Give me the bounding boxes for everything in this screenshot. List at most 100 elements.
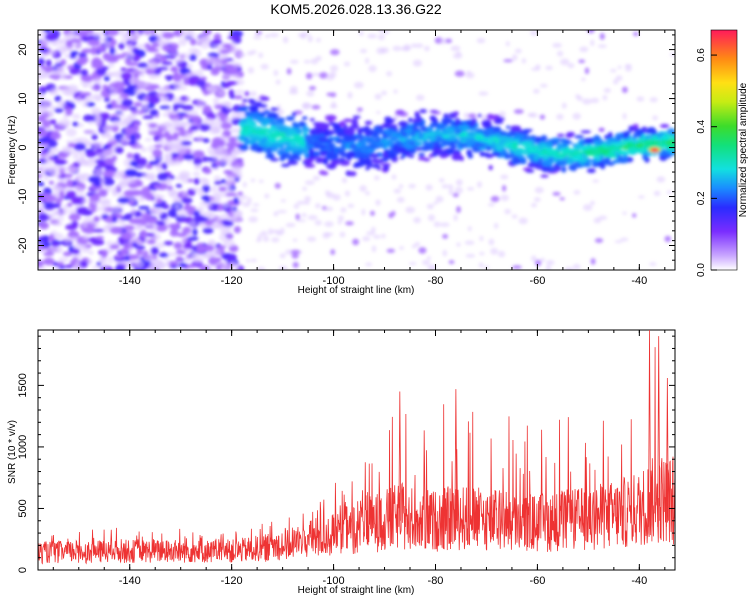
spectrogram-blob-1968	[338, 120, 346, 127]
spectrogram-blob-1551	[521, 58, 527, 64]
spectrogram-blob-676	[235, 79, 245, 86]
snr-x-ticks: -140 -120 -100 -80 -60 -40	[52, 330, 666, 587]
spectrogram-blob-3096	[580, 130, 592, 134]
spectrogram-blob-2660	[434, 130, 444, 136]
spectrogram-blob-3184	[320, 123, 328, 128]
spectrogram-blob-3037	[661, 149, 667, 156]
spectrogram-blob-2127	[308, 148, 315, 154]
spectrogram-blob-2857	[303, 158, 314, 164]
spectrogram-blob-1663	[620, 237, 629, 242]
spectrogram-blob-2950	[352, 163, 360, 168]
spectrogram-blob-1766	[530, 67, 541, 71]
spectrogram-blob-911	[206, 229, 214, 233]
spectrogram-blob-1608	[533, 88, 540, 94]
spectrogram-blob-238	[202, 105, 212, 114]
spectrogram-blob-1671	[584, 67, 590, 75]
spectrogram-blob-2706	[318, 170, 327, 176]
spectrogram-blob-2175	[521, 129, 530, 135]
spectrogram-blob-2785	[659, 123, 670, 129]
spectrogram-blob-2744	[593, 134, 600, 141]
spectrogram-blob-1420	[153, 184, 161, 189]
spectrogram-blob-1314	[141, 30, 149, 35]
spectrogram-blob-1796	[307, 215, 318, 221]
spectrogram-blob-1502	[476, 181, 483, 188]
spectrogram-blob-640	[172, 198, 184, 204]
spectrogram-blob-3033	[411, 118, 423, 122]
spectrogram-blob-1528	[393, 113, 400, 121]
spectrogram-blob-2953	[358, 141, 367, 149]
spectrogram-blob-1439	[131, 242, 139, 248]
spectrogram-blob-2929	[527, 146, 535, 153]
spectrogram-blob-1720	[273, 69, 279, 76]
spectrogram-blob-1167	[155, 194, 165, 200]
spectrogram-blob-3130	[454, 128, 463, 135]
spectrogram-blob-3185	[583, 137, 593, 144]
spectrogram-blob-756	[107, 256, 114, 265]
spectrogram-blob-2462	[418, 152, 426, 157]
spectrogram-blob-3142	[265, 154, 275, 159]
spectrogram-blob-1572	[511, 265, 522, 270]
spectrogram-blob-1517	[479, 251, 485, 256]
spectrogram-blob-1724	[552, 191, 561, 196]
spectrogram-blob-813	[42, 202, 56, 210]
spectrogram-blob-1776	[347, 91, 353, 99]
spectrogram-blob-1465	[38, 115, 46, 122]
spectrogram-blob-3081	[380, 139, 390, 143]
spectrogram-blob-1094	[148, 160, 159, 166]
spectrogram-blob-840	[201, 156, 209, 163]
spectrogram-blob-1407	[76, 206, 89, 213]
spectrogram-blob-1797	[289, 85, 298, 92]
spectrogram-blob-2986	[238, 121, 247, 126]
spectrogram-x-tick-label-0: -140	[119, 275, 141, 287]
spectrogram-blob-1547	[258, 52, 264, 59]
spectrogram-blob-1418	[144, 192, 154, 201]
spectrogram-blob-3101	[642, 154, 648, 161]
spectrogram-blob-1023	[196, 244, 206, 254]
spectrogram-blob-3116	[398, 120, 408, 127]
spectrogram-blob-746	[124, 87, 137, 96]
spectrogram-blob-1368	[94, 115, 102, 124]
spectrogram-blob-3203	[303, 146, 309, 154]
spectrogram-blob-2991	[269, 117, 276, 123]
spectrogram-blob-1779	[573, 190, 581, 195]
spectrogram-blob-2772	[316, 156, 323, 164]
spectrogram-blob-856	[59, 166, 72, 172]
spectrogram-blob-3044	[404, 144, 415, 149]
spectrogram-blob-2767	[363, 159, 370, 166]
spectrogram-blob-3105	[339, 153, 347, 158]
spectrogram-blob-807	[148, 46, 156, 52]
spectrogram-blob-1189	[81, 100, 89, 108]
spectrogram-blob-90	[57, 256, 69, 263]
spectrogram-blob-1466	[229, 261, 238, 268]
spectrogram-blob-634	[166, 76, 172, 82]
spectrogram-blob-1128	[82, 234, 91, 240]
spectrogram-blob-513	[198, 123, 212, 132]
spectrogram-blob-1632	[307, 35, 313, 43]
spectrogram-blob-821	[156, 166, 164, 173]
spectrogram-blob-1286	[127, 200, 136, 205]
spectrogram-blob-1620	[610, 68, 617, 73]
spectrogram-blob-147	[221, 213, 231, 218]
spectrogram-blob-884	[70, 50, 79, 56]
spectrogram-blob-2808	[421, 119, 426, 126]
spectrogram-blob-1379	[108, 92, 118, 97]
spectrogram-blob-1417	[173, 71, 180, 80]
colorbar-tick-label-2: 0.4	[696, 119, 707, 133]
spectrogram-blob-1201	[171, 117, 180, 124]
spectrogram-blob-2823	[495, 132, 502, 138]
spectrogram-blob-3174	[641, 126, 648, 132]
spectrogram-blob-801	[192, 171, 201, 177]
spectrogram-blob-1478	[211, 220, 224, 229]
spectrogram-blob-1251	[172, 106, 179, 112]
spectrogram-blob-2713	[395, 109, 405, 116]
spectrogram-blob-2852	[249, 106, 259, 113]
spectrogram-blob-388	[233, 95, 243, 100]
spectrogram-blob-606	[227, 35, 239, 40]
spectrogram-blob-1408	[233, 197, 239, 205]
spectrogram-blob-1099	[235, 172, 243, 179]
spectrogram-blob-1674	[454, 70, 465, 77]
spectrogram-blob-370	[133, 101, 143, 107]
spectrogram-blob-1728	[372, 234, 381, 239]
spectrogram-blob-1156	[59, 190, 65, 199]
spectrogram-blob-1172	[80, 69, 89, 76]
